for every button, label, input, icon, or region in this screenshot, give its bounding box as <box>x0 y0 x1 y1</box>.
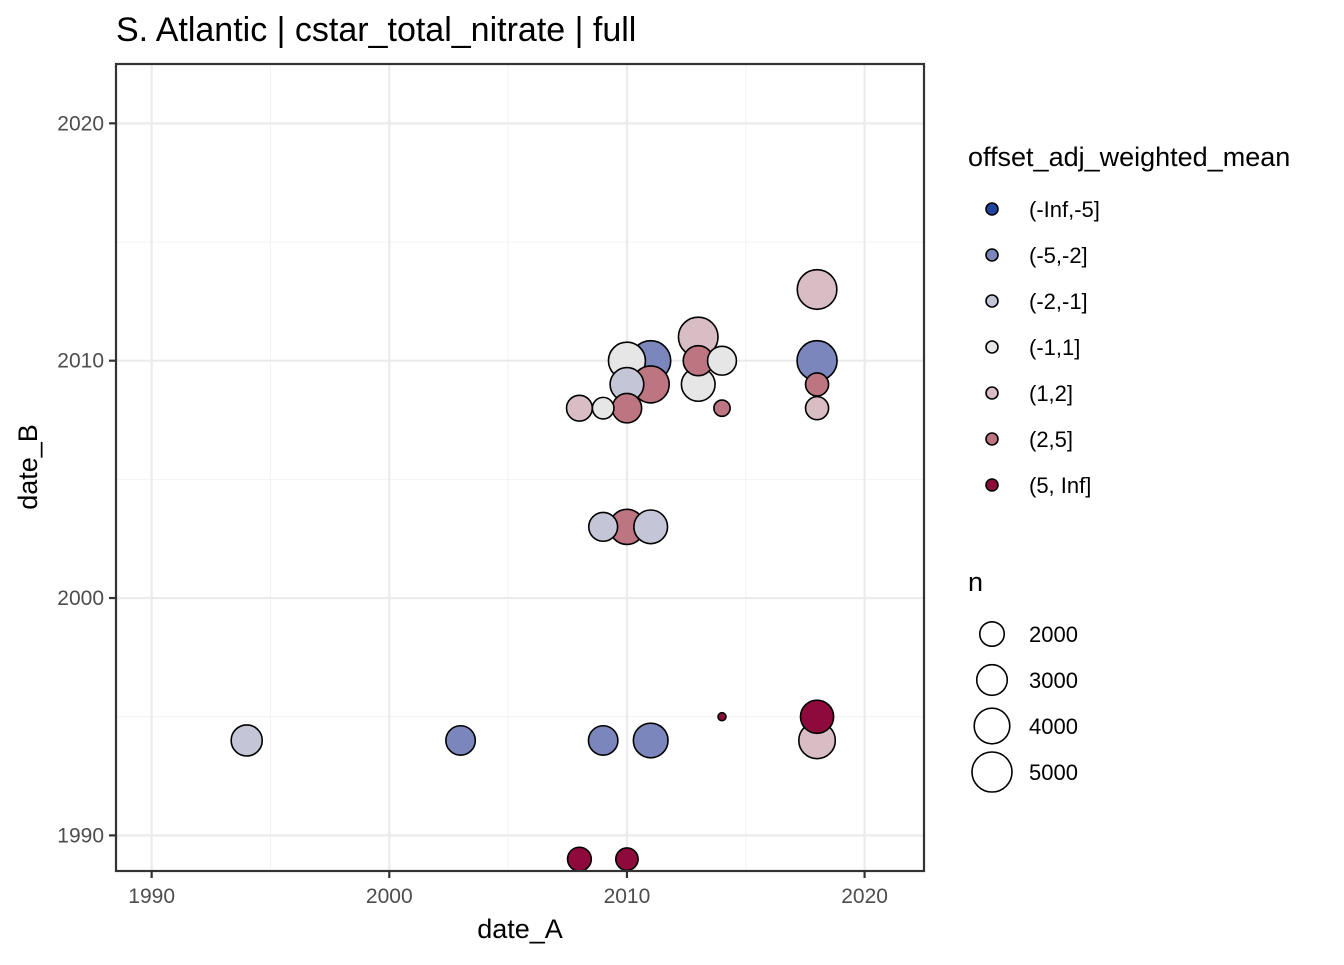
size-legend-items: 2000 3000 4000 5000 <box>971 620 1078 793</box>
color-legend-label: (-Inf,-5] <box>1029 197 1100 222</box>
data-point <box>632 722 669 759</box>
data-point <box>706 345 738 376</box>
size-legend-key <box>975 663 1009 697</box>
y-axis-title: date_B <box>13 424 43 510</box>
chart-title: S. Atlantic | cstar_total_nitrate | full <box>116 11 636 49</box>
y-tick-label: 2000 <box>57 587 104 610</box>
data-point <box>717 711 727 722</box>
color-legend: offset_adj_weighted_mean (-Inf,-5] (-5,-2… <box>968 142 1290 498</box>
y-tick-label: 2020 <box>57 112 104 135</box>
data-point <box>633 509 669 545</box>
color-legend-label: (5, Inf] <box>1029 473 1091 498</box>
data-point <box>565 394 594 422</box>
x-tick-label: 2020 <box>841 885 888 908</box>
color-legend-key <box>985 202 999 216</box>
size-legend-label: 3000 <box>1029 668 1078 693</box>
data-point <box>587 724 619 756</box>
size-legend-title: n <box>968 567 983 597</box>
color-legend-label: (-1,1] <box>1029 335 1080 360</box>
data-point <box>614 847 639 872</box>
y-tick-label: 1990 <box>57 824 104 847</box>
data-point <box>566 846 593 872</box>
color-legend-label: (-5,-2] <box>1029 243 1088 268</box>
color-legend-label: (-2,-1] <box>1029 289 1088 314</box>
data-point <box>799 699 835 735</box>
y-tick-label: 2010 <box>57 350 104 373</box>
size-legend-key <box>971 751 1013 793</box>
color-legend-label: (2,5] <box>1029 427 1073 452</box>
data-point <box>611 392 643 424</box>
color-legend-key <box>985 248 999 262</box>
color-legend-key <box>985 340 999 354</box>
color-legend-key <box>985 478 999 492</box>
data-point <box>230 724 264 757</box>
color-legend-key <box>985 386 999 400</box>
size-legend-label: 4000 <box>1029 714 1078 739</box>
x-axis-title: date_A <box>477 914 563 944</box>
data-point <box>591 396 615 420</box>
color-legend-key <box>985 432 999 446</box>
data-points <box>230 268 838 872</box>
color-legend-items: (-Inf,-5] (-5,-2] (-2,-1] (-1,1] (1,2] (2,5] (… <box>985 197 1100 498</box>
plot-panel-border <box>114 62 926 873</box>
size-legend-key <box>978 620 1006 648</box>
size-legend-label: 2000 <box>1029 622 1078 647</box>
x-tick-label: 1990 <box>128 885 175 908</box>
size-legend: n 2000 3000 4000 5000 <box>968 567 1078 793</box>
major-gridlines <box>116 64 924 871</box>
data-point <box>796 268 838 311</box>
data-point <box>587 511 619 543</box>
minor-gridlines <box>116 64 924 871</box>
data-point <box>804 372 830 397</box>
data-point <box>804 395 830 421</box>
data-point <box>713 399 731 418</box>
color-legend-key <box>985 294 999 308</box>
size-legend-label: 5000 <box>1029 760 1078 785</box>
color-legend-label: (1,2] <box>1029 381 1073 406</box>
x-tick-label: 2000 <box>366 885 413 908</box>
color-legend-title: offset_adj_weighted_mean <box>968 142 1290 172</box>
y-axis: 1990 2000 2010 2020 <box>57 112 116 847</box>
x-tick-label: 2010 <box>604 885 651 908</box>
data-point <box>445 724 477 756</box>
size-legend-key <box>973 707 1011 745</box>
x-axis: 1990 2000 2010 2020 <box>128 871 888 908</box>
